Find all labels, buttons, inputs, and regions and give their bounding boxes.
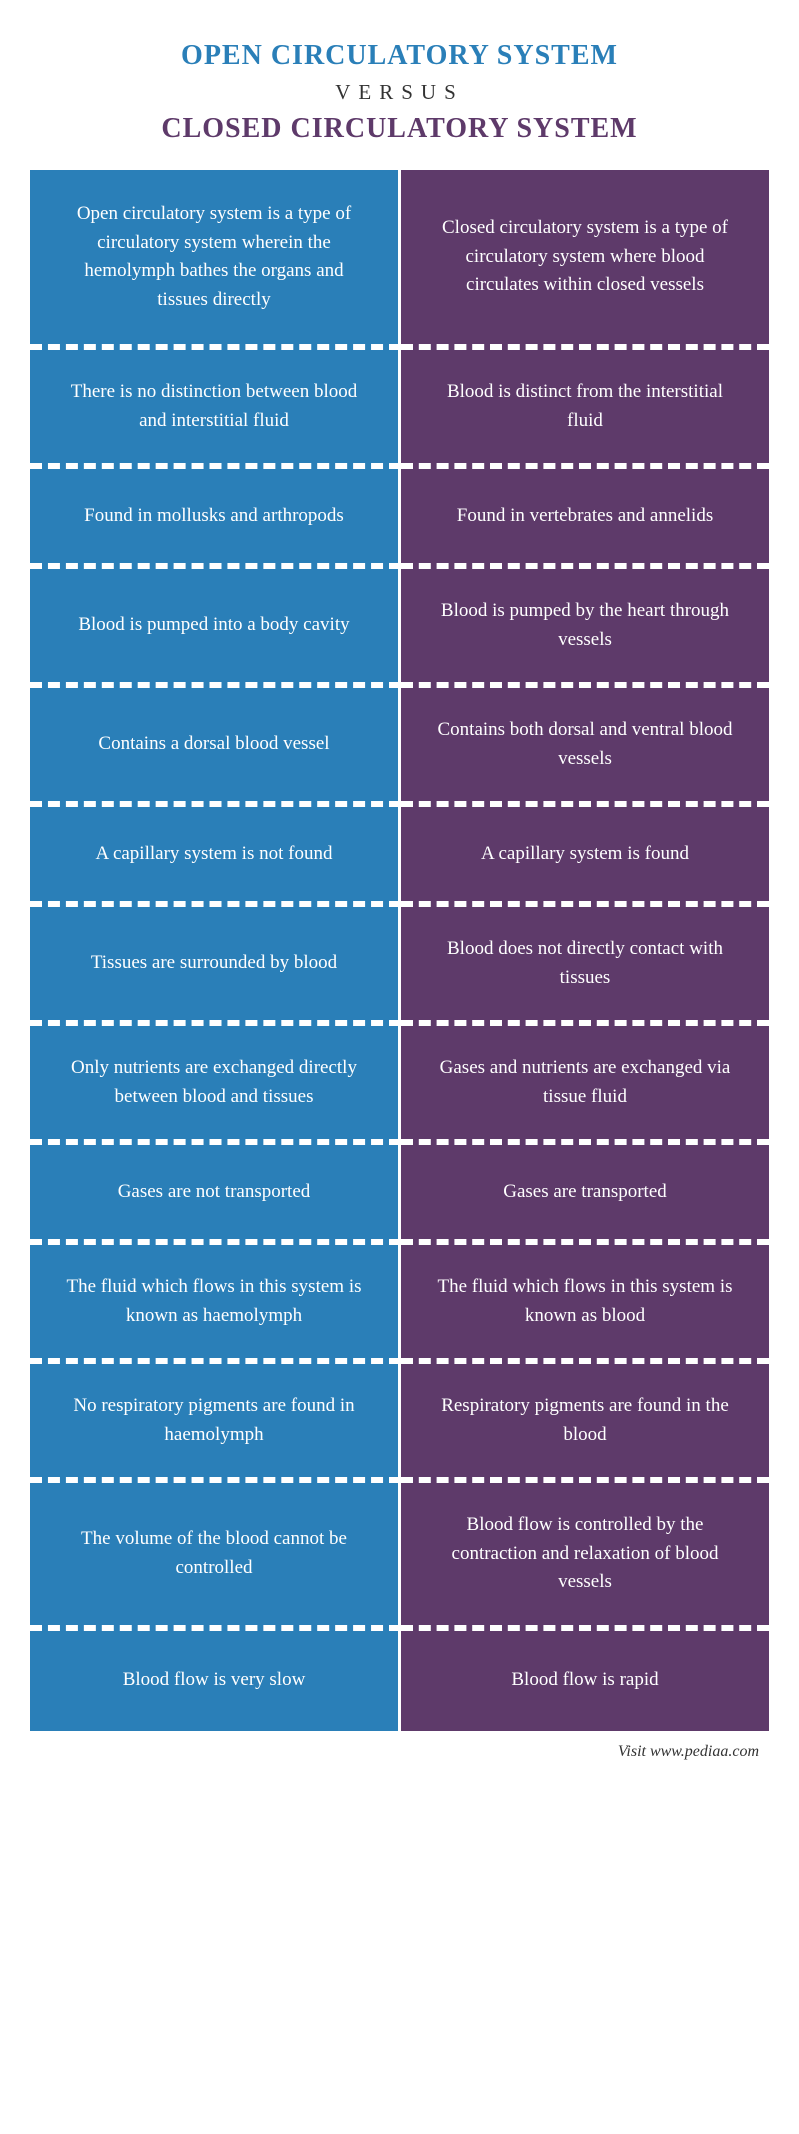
comparison-grid: Open circulatory system is a type of cir…: [30, 170, 769, 1731]
comparison-row: There is no distinction between blood an…: [30, 350, 769, 469]
comparison-row: Tissues are surrounded by bloodBlood doe…: [30, 907, 769, 1026]
open-cell: Found in mollusks and arthropods: [30, 469, 401, 569]
closed-cell: Blood flow is rapid: [401, 1631, 769, 1731]
closed-cell: Gases and nutrients are exchanged via ti…: [401, 1026, 769, 1145]
open-cell: Blood is pumped into a body cavity: [30, 569, 401, 688]
comparison-row: Found in mollusks and arthropodsFound in…: [30, 469, 769, 569]
closed-cell: Gases are transported: [401, 1145, 769, 1245]
infographic-container: OPEN CIRCULATORY SYSTEM VERSUS CLOSED CI…: [0, 0, 799, 1791]
open-cell: No respiratory pigments are found in hae…: [30, 1364, 401, 1483]
closed-cell: Blood flow is controlled by the contract…: [401, 1483, 769, 1631]
closed-cell: Closed circulatory system is a type of c…: [401, 170, 769, 350]
footer-credit: Visit www.pediaa.com: [30, 1731, 769, 1761]
open-cell: Tissues are surrounded by blood: [30, 907, 401, 1026]
closed-cell: Respiratory pigments are found in the bl…: [401, 1364, 769, 1483]
comparison-row: The fluid which flows in this system is …: [30, 1245, 769, 1364]
comparison-row: A capillary system is not foundA capilla…: [30, 807, 769, 907]
comparison-row: The volume of the blood cannot be contro…: [30, 1483, 769, 1631]
title-closed: CLOSED CIRCULATORY SYSTEM: [30, 113, 769, 145]
versus-label: VERSUS: [30, 80, 769, 105]
open-cell: The volume of the blood cannot be contro…: [30, 1483, 401, 1631]
open-cell: A capillary system is not found: [30, 807, 401, 907]
header: OPEN CIRCULATORY SYSTEM VERSUS CLOSED CI…: [30, 40, 769, 145]
comparison-row: Gases are not transportedGases are trans…: [30, 1145, 769, 1245]
closed-cell: Blood is pumped by the heart through ves…: [401, 569, 769, 688]
open-cell: Only nutrients are exchanged directly be…: [30, 1026, 401, 1145]
closed-cell: Blood is distinct from the interstitial …: [401, 350, 769, 469]
title-open: OPEN CIRCULATORY SYSTEM: [30, 40, 769, 72]
open-cell: The fluid which flows in this system is …: [30, 1245, 401, 1364]
closed-cell: The fluid which flows in this system is …: [401, 1245, 769, 1364]
comparison-row: Contains a dorsal blood vesselContains b…: [30, 688, 769, 807]
comparison-row: Blood flow is very slowBlood flow is rap…: [30, 1631, 769, 1731]
closed-cell: Found in vertebrates and annelids: [401, 469, 769, 569]
comparison-row: Open circulatory system is a type of cir…: [30, 170, 769, 350]
open-cell: Contains a dorsal blood vessel: [30, 688, 401, 807]
closed-cell: A capillary system is found: [401, 807, 769, 907]
open-cell: Blood flow is very slow: [30, 1631, 401, 1731]
open-cell: There is no distinction between blood an…: [30, 350, 401, 469]
comparison-row: Only nutrients are exchanged directly be…: [30, 1026, 769, 1145]
closed-cell: Contains both dorsal and ventral blood v…: [401, 688, 769, 807]
open-cell: Gases are not transported: [30, 1145, 401, 1245]
closed-cell: Blood does not directly contact with tis…: [401, 907, 769, 1026]
comparison-row: Blood is pumped into a body cavityBlood …: [30, 569, 769, 688]
comparison-row: No respiratory pigments are found in hae…: [30, 1364, 769, 1483]
open-cell: Open circulatory system is a type of cir…: [30, 170, 401, 350]
